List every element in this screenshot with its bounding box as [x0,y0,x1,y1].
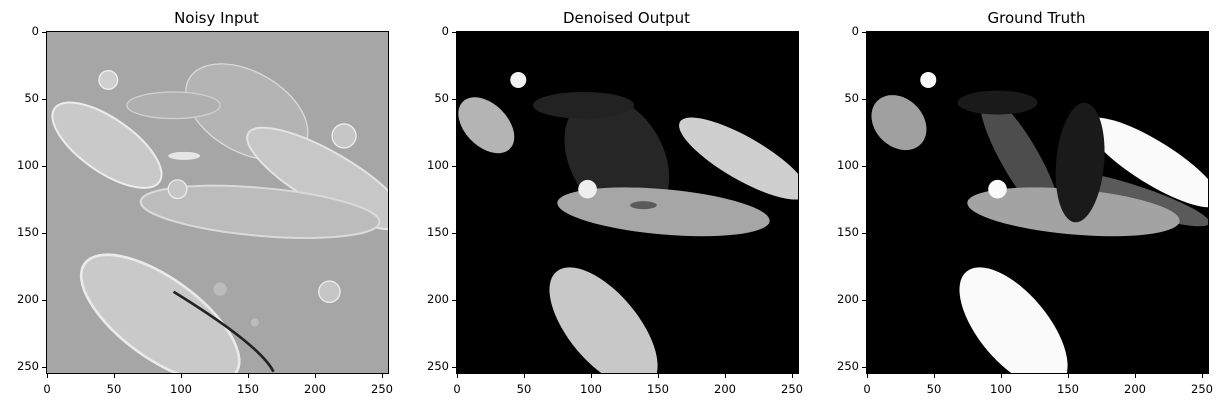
panel-title: Ground Truth [987,9,1086,27]
y-tick-mark [42,300,46,301]
x-tick-label: 0 [453,382,461,396]
x-tick-label: 0 [43,382,51,396]
y-tick-label: 250 [837,359,859,373]
panel-title: Denoised Output [562,9,691,27]
y-tick-mark [452,99,456,100]
x-tick-label: 150 [1057,382,1079,396]
y-tick-label: 0 [441,24,449,38]
x-tick-mark [47,374,48,378]
x-tick-mark [792,374,793,378]
x-tick-label: 50 [926,382,942,396]
y-tick-mark [862,99,866,100]
ground-truth-image [866,31,1209,374]
x-tick-label: 100 [170,382,192,396]
y-tick-mark [862,367,866,368]
y-tick-label: 250 [427,359,449,373]
y-tick-mark [42,32,46,33]
x-tick-label: 200 [304,382,326,396]
y-tick-label: 100 [427,158,449,172]
x-tick-mark [382,374,383,378]
y-tick-label: 0 [851,24,859,38]
x-tick-mark [591,374,592,378]
x-tick-mark [457,374,458,378]
panel-denoised-output: Denoised Output 0 50 100 150 200 250 0 50 100 150… [415,0,815,407]
x-tick-label: 250 [781,382,803,396]
panel-title: Noisy Input [174,9,259,27]
x-tick-mark [315,374,316,378]
x-tick-mark [181,374,182,378]
y-tick-mark [862,300,866,301]
y-tick-mark [452,300,456,301]
y-tick-mark [862,166,866,167]
y-tick-label: 0 [31,24,39,38]
x-tick-mark [524,374,525,378]
x-tick-mark [867,374,868,378]
noisy-input-image [46,31,389,374]
y-tick-label: 150 [837,225,859,239]
y-tick-label: 200 [837,292,859,306]
x-tick-label: 150 [647,382,669,396]
y-tick-mark [452,166,456,167]
y-tick-mark [42,99,46,100]
x-tick-label: 50 [106,382,122,396]
y-tick-mark [42,367,46,368]
x-tick-mark [248,374,249,378]
y-tick-label: 100 [17,158,39,172]
y-tick-label: 100 [837,158,859,172]
x-tick-mark [1001,374,1002,378]
x-tick-label: 100 [580,382,602,396]
x-tick-mark [1135,374,1136,378]
x-tick-mark [934,374,935,378]
y-tick-mark [42,166,46,167]
y-tick-mark [452,367,456,368]
y-tick-label: 150 [427,225,449,239]
denoised-output-image [456,31,799,374]
y-tick-mark [862,32,866,33]
y-tick-label: 250 [17,359,39,373]
x-tick-label: 250 [371,382,393,396]
y-tick-label: 50 [844,91,859,105]
x-tick-label: 0 [863,382,871,396]
y-tick-label: 50 [24,91,39,105]
x-tick-label: 100 [990,382,1012,396]
x-tick-label: 200 [714,382,736,396]
x-tick-mark [1068,374,1069,378]
x-tick-label: 200 [1124,382,1146,396]
y-tick-mark [42,233,46,234]
x-tick-mark [658,374,659,378]
y-tick-mark [862,233,866,234]
x-tick-label: 50 [516,382,532,396]
x-tick-mark [114,374,115,378]
x-tick-label: 250 [1191,382,1213,396]
y-tick-label: 200 [427,292,449,306]
y-tick-label: 50 [434,91,449,105]
y-tick-label: 150 [17,225,39,239]
x-tick-mark [1202,374,1203,378]
panel-noisy-input: Noisy Input 0 50 100 150 200 250 0 50 100 150 200 2… [5,0,405,407]
y-tick-mark [452,32,456,33]
x-tick-mark [725,374,726,378]
y-tick-mark [452,233,456,234]
y-tick-label: 200 [17,292,39,306]
x-tick-label: 150 [237,382,259,396]
panel-ground-truth: Ground Truth 0 50 100 150 200 250 0 50 100 150 200… [825,0,1224,407]
